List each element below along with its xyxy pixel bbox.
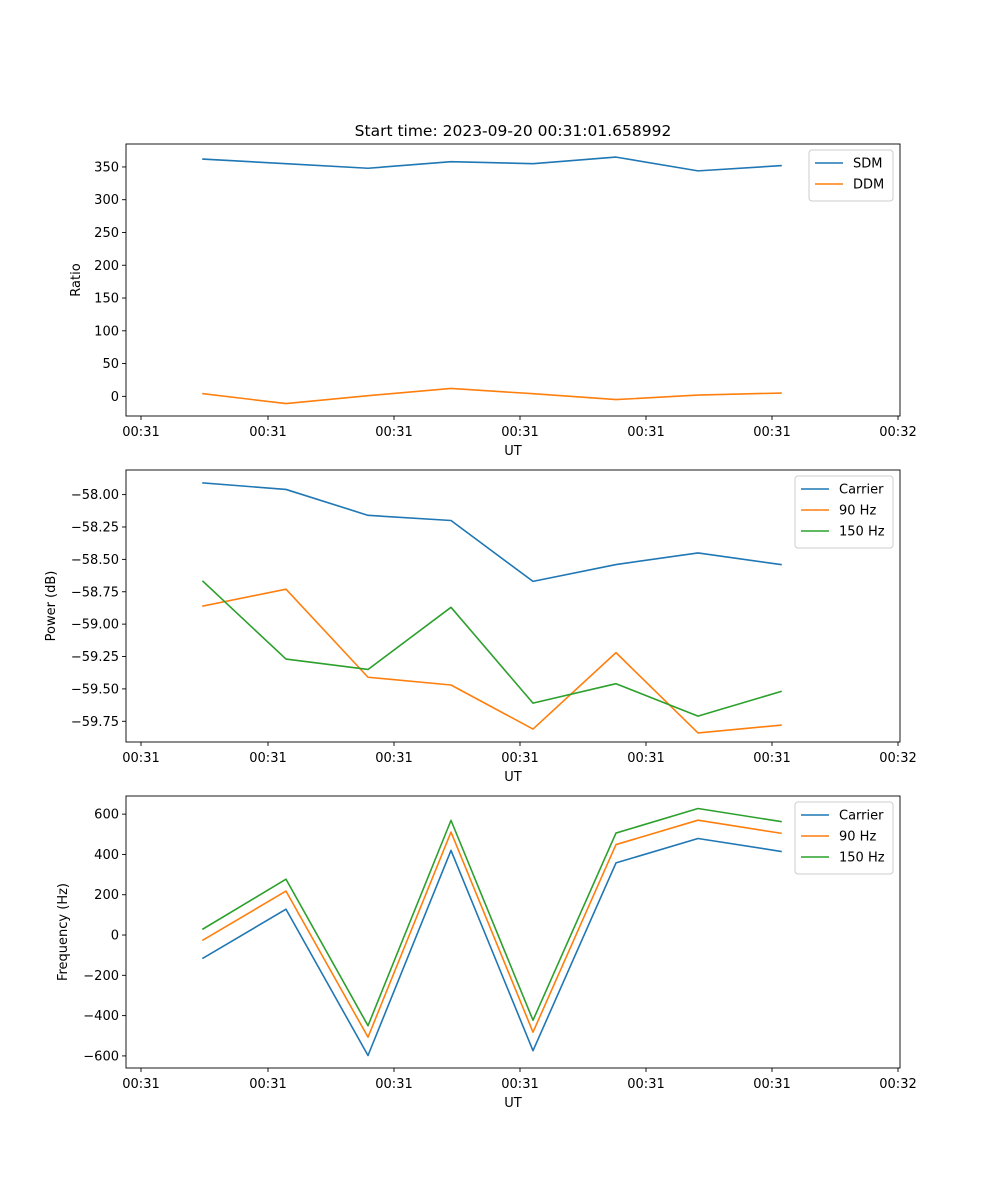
y-tick-label: −58.50 [71,553,119,568]
x-tick-label: 00:31 [122,751,159,766]
y-tick-label: 350 [94,160,119,175]
y-tick-label: 250 [94,226,119,241]
y-tick-label: 50 [102,357,119,372]
axes-frame [125,469,901,743]
legend-label: SDM [853,157,882,172]
y-tick-label: 300 [94,193,119,208]
x-tick-label: 00:31 [627,1077,664,1092]
y-axis-label: Ratio [69,263,84,296]
y-axis-label: Frequency (Hz) [56,883,71,981]
legend: Carrier 90 Hz 150 Hz [794,475,894,549]
x-tick-label: 00:31 [501,1077,538,1092]
y-tick-label: 0 [111,929,119,944]
series-line-150-hz [201,580,782,717]
y-tick-label: 600 [94,808,119,823]
x-tick-label: 00:31 [375,751,412,766]
legend-label: 90 Hz [839,504,876,519]
x-tick-label: 00:31 [627,425,664,440]
x-tick-label: 00:31 [753,425,790,440]
series-line-ddm [202,387,782,405]
chart-panel-1: Start time: 2023-09-20 00:31:01.65899200… [69,122,917,459]
chart-title: Start time: 2023-09-20 00:31:01.658992 [355,122,672,140]
legend-label: Carrier [839,483,884,498]
x-tick-label: 00:31 [122,1077,159,1092]
y-tick-label: 400 [94,848,119,863]
y-tick-label: 200 [94,259,119,274]
y-tick-label: −59.50 [71,682,119,697]
series-line-90-hz [202,588,782,734]
x-tick-label: 00:31 [627,751,664,766]
y-tick-label: 200 [94,888,119,903]
series-line-90-hz [201,819,782,1038]
legend-label: 150 Hz [839,525,885,540]
x-tick-label: 00:31 [501,425,538,440]
legend-box [794,475,894,549]
series-line-carrier [202,482,782,583]
x-tick-label: 00:32 [879,751,916,766]
x-tick-label: 00:31 [753,751,790,766]
legend: Carrier 90 Hz 150 Hz [794,801,894,875]
axes-frame [125,143,901,417]
x-tick-label: 00:31 [501,751,538,766]
x-tick-label: 00:31 [753,1077,790,1092]
series-line-150-hz [201,807,782,1027]
legend-box [794,801,894,875]
x-tick-label: 00:31 [122,425,159,440]
y-tick-label: −400 [83,1009,119,1024]
x-axis-label: UT [504,770,522,785]
y-tick-label: −59.25 [71,650,119,665]
legend-label: 150 Hz [839,851,885,866]
series-line-carrier [201,837,782,1057]
x-tick-label: 00:32 [879,1077,916,1092]
x-tick-label: 00:31 [249,425,286,440]
x-axis-label: UT [504,1096,522,1111]
legend-label: DDM [853,178,884,193]
x-tick-label: 00:31 [249,1077,286,1092]
legend: SDM DDM [808,149,894,202]
legend-label: Carrier [839,809,884,824]
axes-frame [125,795,901,1069]
y-tick-label: −59.00 [71,618,119,633]
y-tick-label: −600 [83,1049,119,1064]
x-axis-label: UT [504,444,522,459]
chart-panel-3: 00:31 00:31 00:31 00:31 00:31 00:31 00:32 −600 −… [56,795,917,1111]
y-tick-label: 0 [111,390,119,405]
series-line-sdm [202,156,782,172]
x-tick-label: 00:32 [879,425,916,440]
y-axis-label: Power (dB) [44,571,59,642]
y-tick-label: −59.75 [71,715,119,730]
y-tick-label: −58.00 [71,488,119,503]
x-tick-label: 00:31 [375,1077,412,1092]
legend-label: 90 Hz [839,830,876,845]
y-tick-label: 150 [94,292,119,307]
y-tick-label: −58.25 [71,520,119,535]
y-tick-label: −58.75 [71,585,119,600]
y-tick-label: −200 [83,969,119,984]
x-tick-label: 00:31 [375,425,412,440]
chart-panel-2: 00:31 00:31 00:31 00:31 00:31 00:31 00:32 −58.0… [44,469,917,785]
y-tick-label: 100 [94,324,119,339]
x-tick-label: 00:31 [249,751,286,766]
